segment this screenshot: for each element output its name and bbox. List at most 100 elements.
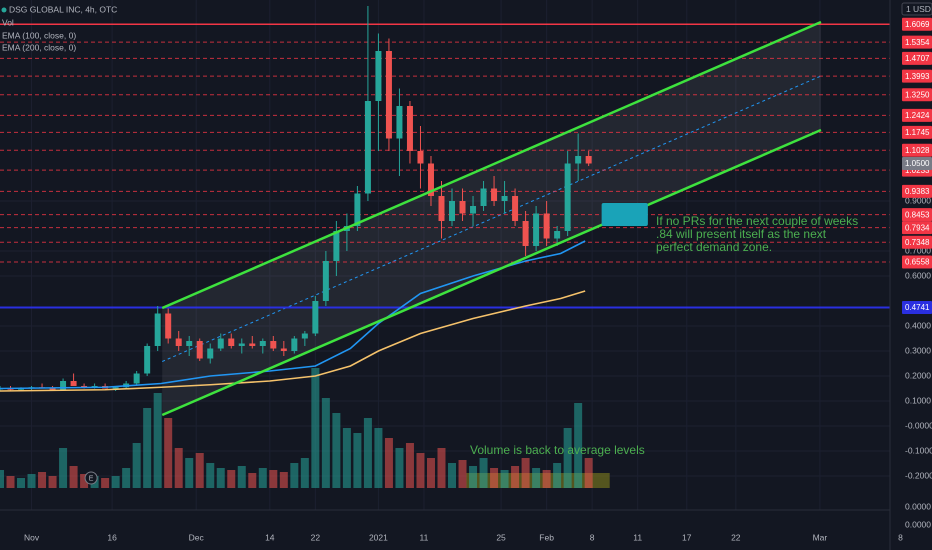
volume-bar [511,466,520,488]
price-label-box [902,143,932,157]
volume-bar [563,428,572,488]
x-tick-label: 2021 [369,532,388,542]
candle-body [364,101,371,194]
x-tick-label: Nov [24,532,40,542]
volume-bar [111,476,120,488]
volume-bar [59,448,68,488]
volume-bar [374,428,383,488]
candle-body [70,381,77,386]
volume-bar [164,418,173,488]
candle-body [564,163,571,231]
price-label-box [902,69,932,83]
volume-bar [206,463,215,488]
y-tick-label: 0.3000 [905,345,931,355]
volume-bar [479,458,488,488]
candle-body [217,338,224,349]
price-label: 1.6069 [905,20,930,29]
candle-body [49,388,56,390]
volume-bar [395,448,404,488]
volume-bar [69,466,78,488]
candle-body [291,338,298,351]
candle-body [512,196,519,221]
y-tick-label: 0.0000 [905,519,931,529]
x-tick-label: Mar [813,532,828,542]
axis-header: 1 [906,4,911,14]
price-label: 0.8453 [905,210,930,219]
price-label-box [902,184,932,198]
demand-zone [601,203,648,226]
y-tick-label: 0.4000 [905,320,931,330]
event-marker [84,471,98,485]
legend-entry: Vol [2,17,14,27]
volume-bar [143,408,152,488]
candle-body [480,188,487,206]
volume-bar [553,463,562,488]
candle-body [396,106,403,139]
volume-bar [500,470,509,488]
volume-bar [311,368,320,488]
annotation-text: Volume is back to average levels [470,443,645,457]
volume-bar [437,448,446,488]
price-label-box [902,221,932,235]
volume-bar [122,468,131,488]
price-label: 0.7348 [905,238,930,247]
event-label: E [89,475,94,482]
price-label-box [902,88,932,102]
candle-body [228,338,235,346]
x-tick-label: 8 [590,532,595,542]
price-label: 1.3993 [905,72,930,81]
price-label-box [902,157,932,170]
price-label: 1.1745 [905,128,930,137]
axis-header-box [901,2,932,16]
volume-bar [300,458,309,488]
candle-body [554,231,561,239]
price-label: 1.1028 [905,146,930,155]
volume-bar [458,460,467,488]
candle-body [60,381,67,390]
price-label-box [902,35,932,49]
candle-body [470,206,477,214]
candle-body [301,333,308,339]
volume-bar [153,393,162,488]
candle-body [196,341,203,359]
candle-body [165,313,172,339]
volume-bar [227,470,236,488]
x-tick-label: 17 [682,532,692,542]
candle-body [333,231,340,261]
candle-body [438,196,445,221]
y-tick-label: 0.7000 [905,245,931,255]
volume-bar [101,478,110,488]
candle-body [522,221,529,246]
candle-body [406,106,413,151]
candle-body [249,343,256,346]
price-label-box [902,235,932,249]
candle-body [427,163,434,196]
x-tick-label: 11 [633,532,642,542]
volume-bar [332,413,341,488]
volume-bar [416,453,425,488]
y-tick-label: -0.2000 [905,470,932,480]
candle-body [375,51,382,101]
volume-bar [521,458,530,488]
volume-bar [17,478,26,488]
volume-bar [405,443,414,488]
price-label: 0.7934 [905,223,930,232]
price-label-box [902,255,932,269]
legend-entry: EMA (100, close, 0) [2,30,76,40]
channel-lower [161,128,822,417]
x-tick-label: 22 [311,532,321,542]
volume-bar [185,458,194,488]
price-label-box [902,108,932,122]
price-label: 1.5354 [905,38,930,47]
x-tick-label: Dec [189,532,205,542]
candle-body [175,338,182,346]
y-tick-label: 0.0000 [905,501,931,511]
annotation-text: perfect demand zone. [656,240,772,254]
candle-body [270,341,277,349]
volume-bar [532,468,541,488]
volume-bar [542,470,551,488]
candle-body [354,193,361,226]
volume-bar [0,470,4,488]
volume-bar [27,474,36,488]
